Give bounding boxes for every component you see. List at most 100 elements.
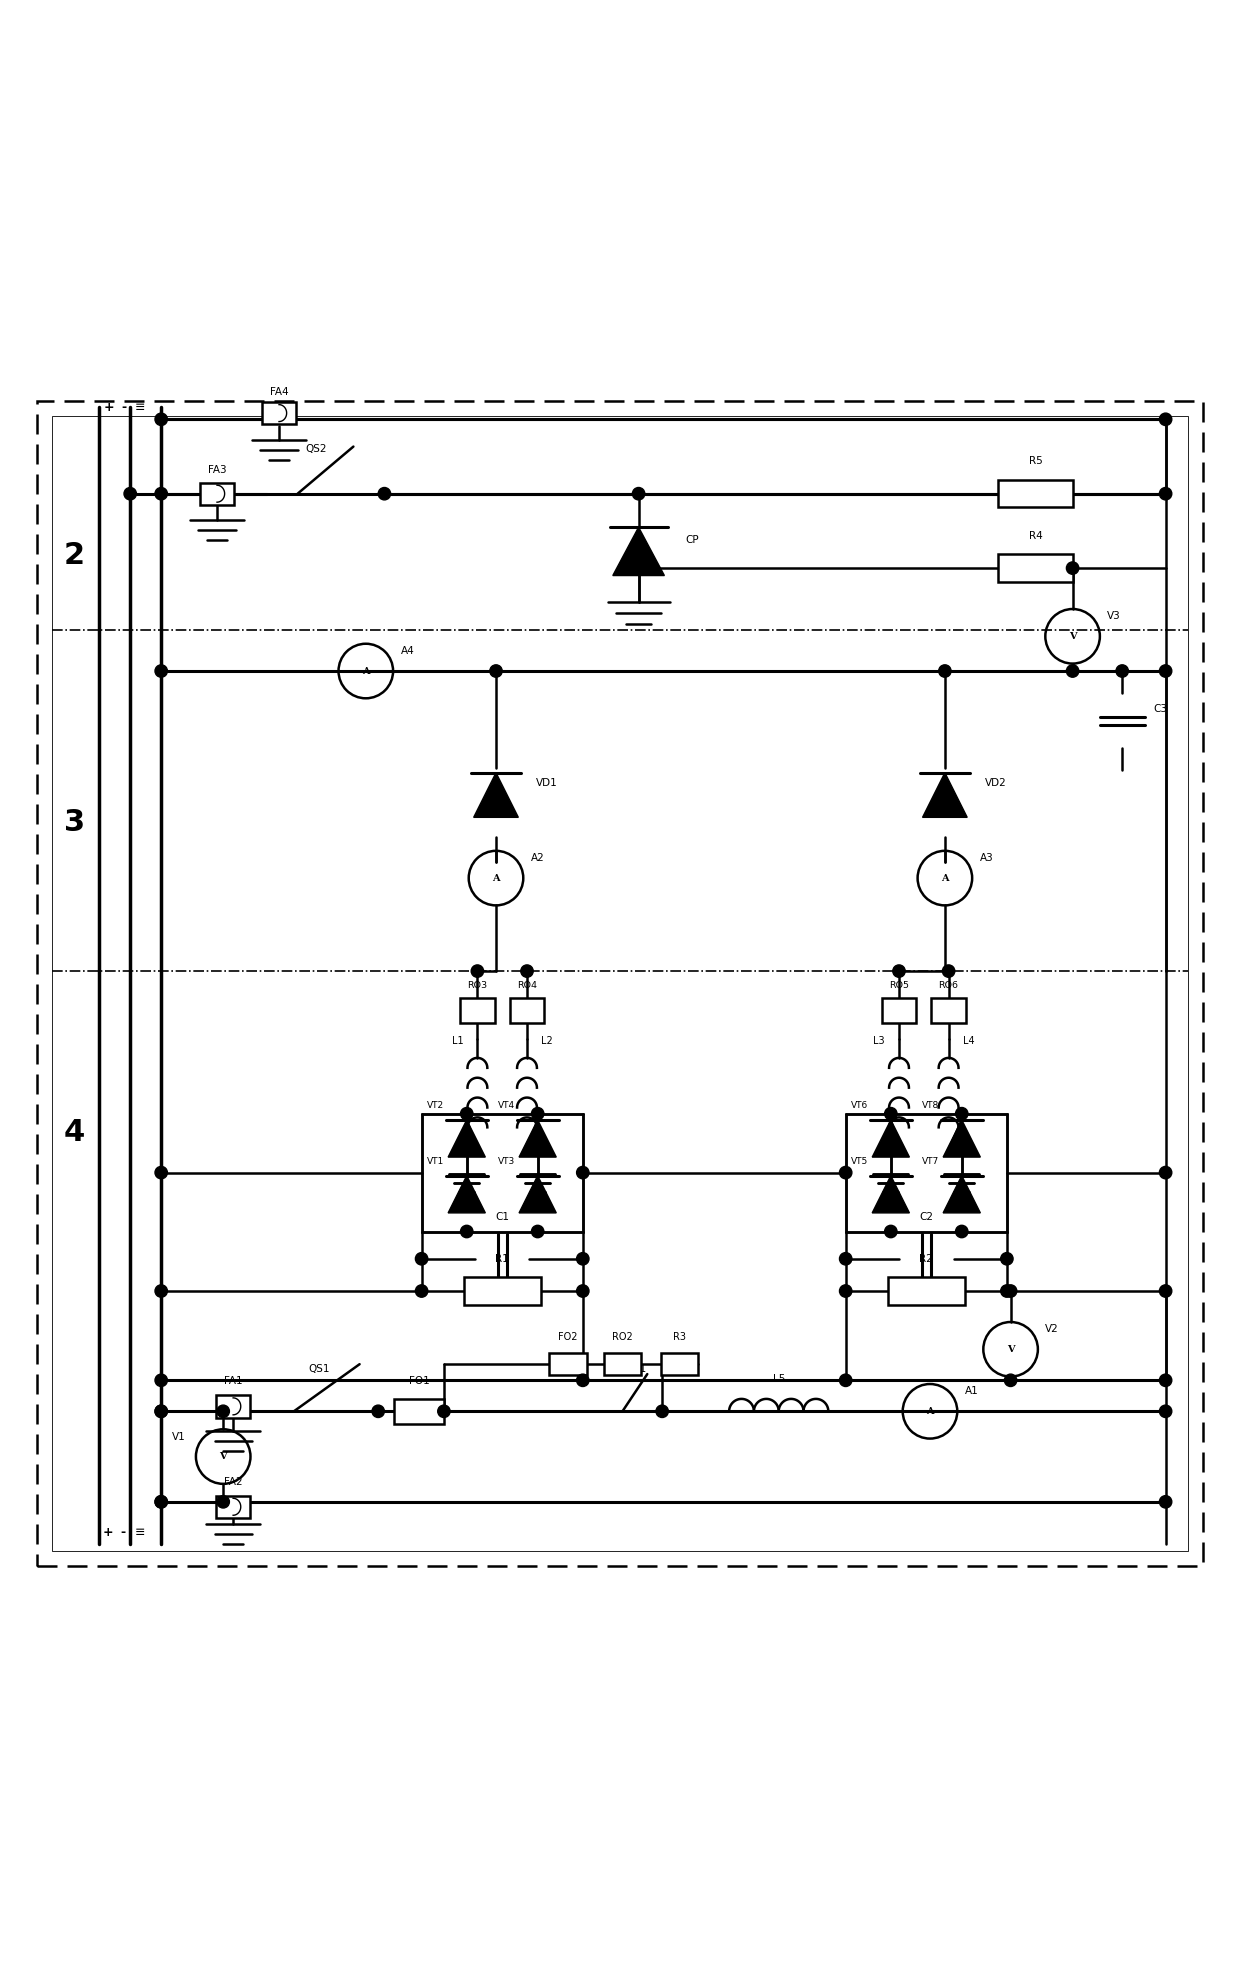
Text: -: - <box>122 401 126 415</box>
Circle shape <box>839 1166 852 1178</box>
Text: VT5: VT5 <box>851 1157 868 1166</box>
Text: L2: L2 <box>541 1035 553 1046</box>
Bar <box>661 1353 698 1375</box>
Circle shape <box>884 1107 897 1119</box>
Polygon shape <box>923 773 967 818</box>
Text: FO1: FO1 <box>409 1377 429 1387</box>
Polygon shape <box>872 1176 909 1214</box>
Bar <box>882 999 916 1023</box>
Circle shape <box>155 665 167 677</box>
Circle shape <box>884 1225 897 1237</box>
Text: A4: A4 <box>401 645 414 657</box>
Text: V: V <box>1069 631 1076 641</box>
Text: A: A <box>492 873 500 883</box>
Circle shape <box>217 1495 229 1509</box>
Circle shape <box>438 1404 450 1418</box>
Circle shape <box>155 1404 167 1418</box>
Circle shape <box>632 563 645 574</box>
Text: VT2: VT2 <box>427 1102 444 1109</box>
Circle shape <box>839 1284 852 1296</box>
Circle shape <box>1159 1166 1172 1178</box>
Circle shape <box>155 1495 167 1509</box>
Bar <box>846 1113 1007 1231</box>
Text: L5: L5 <box>773 1375 785 1385</box>
Text: R5: R5 <box>1028 456 1043 466</box>
Text: VT1: VT1 <box>427 1157 444 1166</box>
Bar <box>549 1353 587 1375</box>
Bar <box>262 401 296 425</box>
Text: A2: A2 <box>531 854 544 864</box>
Text: L1: L1 <box>451 1035 464 1046</box>
Bar <box>460 999 495 1023</box>
Circle shape <box>155 413 167 425</box>
Text: FA1: FA1 <box>223 1377 243 1387</box>
Text: RO6: RO6 <box>939 982 959 989</box>
Circle shape <box>532 1225 544 1237</box>
Circle shape <box>893 966 905 978</box>
Polygon shape <box>474 773 518 818</box>
Text: L4: L4 <box>962 1035 975 1046</box>
Circle shape <box>1004 1375 1017 1387</box>
Text: FA2: FA2 <box>223 1477 243 1487</box>
Bar <box>888 1277 965 1304</box>
Polygon shape <box>448 1119 485 1157</box>
Circle shape <box>956 1225 968 1237</box>
Circle shape <box>656 1404 668 1418</box>
Text: V3: V3 <box>1107 612 1121 622</box>
Circle shape <box>155 1495 167 1509</box>
Polygon shape <box>520 1176 557 1214</box>
Text: C2: C2 <box>919 1212 934 1222</box>
Text: L3: L3 <box>873 1035 885 1046</box>
Text: R3: R3 <box>673 1332 686 1341</box>
Bar <box>422 1113 583 1231</box>
Polygon shape <box>448 1176 485 1214</box>
Polygon shape <box>520 1119 557 1157</box>
Text: C1: C1 <box>495 1212 510 1222</box>
Bar <box>200 482 234 506</box>
Bar <box>510 999 544 1023</box>
Polygon shape <box>613 527 665 576</box>
Text: A1: A1 <box>965 1387 978 1397</box>
Text: QS2: QS2 <box>305 445 327 454</box>
Text: FO2: FO2 <box>558 1332 578 1341</box>
Circle shape <box>1004 1284 1017 1296</box>
Text: A: A <box>926 1406 934 1416</box>
Circle shape <box>471 966 484 978</box>
Polygon shape <box>944 1176 981 1214</box>
Circle shape <box>577 1253 589 1265</box>
Text: 3: 3 <box>63 808 86 836</box>
Bar <box>998 555 1073 582</box>
Text: RO2: RO2 <box>613 1332 632 1341</box>
Text: VT3: VT3 <box>498 1157 516 1166</box>
Circle shape <box>1066 563 1079 574</box>
Bar <box>394 1399 444 1424</box>
Text: V: V <box>219 1452 227 1461</box>
Text: KM1: KM1 <box>624 1363 646 1375</box>
Circle shape <box>942 966 955 978</box>
Bar <box>216 1495 250 1519</box>
Bar <box>604 1353 641 1375</box>
Text: FA4: FA4 <box>269 387 289 397</box>
Circle shape <box>1159 1375 1172 1387</box>
Text: A: A <box>362 667 370 675</box>
Circle shape <box>415 1284 428 1296</box>
Text: -: - <box>120 1526 125 1538</box>
Text: V: V <box>1007 1345 1014 1353</box>
Text: A: A <box>941 873 949 883</box>
Text: RO4: RO4 <box>517 982 537 989</box>
Circle shape <box>378 488 391 500</box>
Circle shape <box>1116 665 1128 677</box>
Circle shape <box>1159 488 1172 500</box>
Text: +: + <box>103 1526 113 1538</box>
Text: C3: C3 <box>1153 704 1167 714</box>
Circle shape <box>155 1166 167 1178</box>
Circle shape <box>1159 1404 1172 1418</box>
Text: ≡: ≡ <box>135 1526 145 1538</box>
Text: CP: CP <box>686 535 699 545</box>
Text: A3: A3 <box>980 854 993 864</box>
Circle shape <box>956 1107 968 1119</box>
Circle shape <box>155 1404 167 1418</box>
Text: VT8: VT8 <box>923 1102 940 1109</box>
Circle shape <box>1001 1284 1013 1296</box>
Circle shape <box>460 1225 472 1237</box>
